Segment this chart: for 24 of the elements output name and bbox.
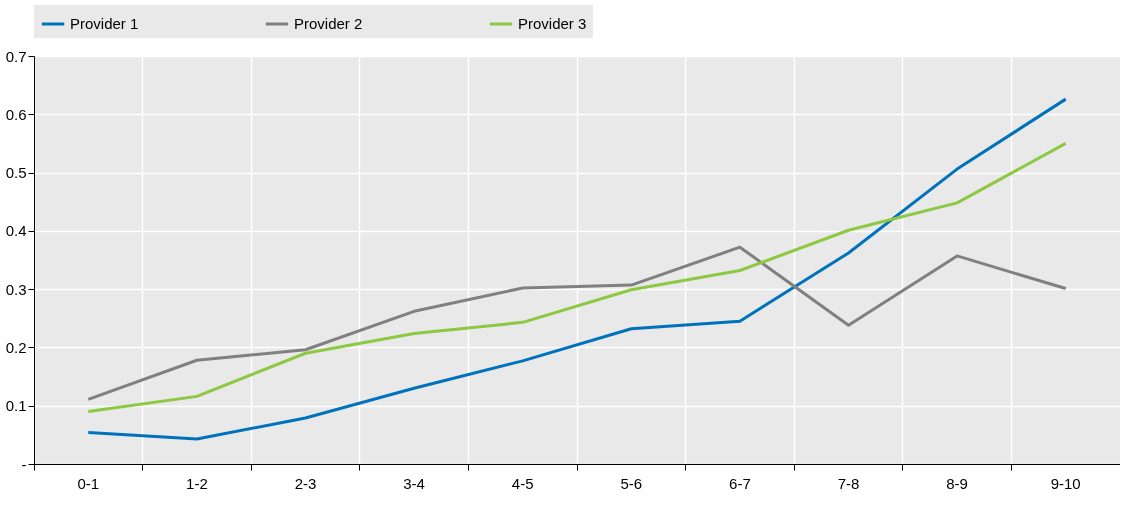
x-tick-label: 8-9 bbox=[946, 474, 968, 492]
y-tick-label: 0.4 bbox=[5, 222, 27, 240]
x-tick-label: 9-10 bbox=[1050, 474, 1081, 492]
x-tick-label: 0-1 bbox=[77, 474, 100, 492]
y-tick-label: 0.2 bbox=[5, 338, 27, 356]
legend-label: Provider 2 bbox=[294, 15, 363, 32]
x-tick-label: 3-4 bbox=[403, 474, 425, 492]
y-tick-label: 0.6 bbox=[5, 105, 27, 123]
legend-label: Provider 3 bbox=[518, 15, 587, 32]
x-tick-label: 4-5 bbox=[511, 474, 534, 492]
x-tick-label: 6-7 bbox=[729, 474, 751, 492]
y-tick-label: 0.1 bbox=[5, 397, 27, 415]
y-tick-label: 0.7 bbox=[5, 47, 27, 65]
legend-label: Provider 1 bbox=[70, 15, 139, 32]
y-tick-label: 0.3 bbox=[5, 280, 27, 298]
x-tick-label: 5-6 bbox=[620, 474, 643, 492]
line-series bbox=[86, 97, 1068, 441]
y-tick-label: - bbox=[21, 455, 27, 473]
line-series bbox=[86, 245, 1068, 401]
x-tick-label: 2-3 bbox=[294, 474, 317, 492]
line-series bbox=[86, 141, 1068, 414]
x-tick-label: 1-2 bbox=[186, 474, 208, 492]
y-tick-label: 0.5 bbox=[5, 164, 27, 182]
x-tick-label: 7-8 bbox=[837, 474, 860, 492]
